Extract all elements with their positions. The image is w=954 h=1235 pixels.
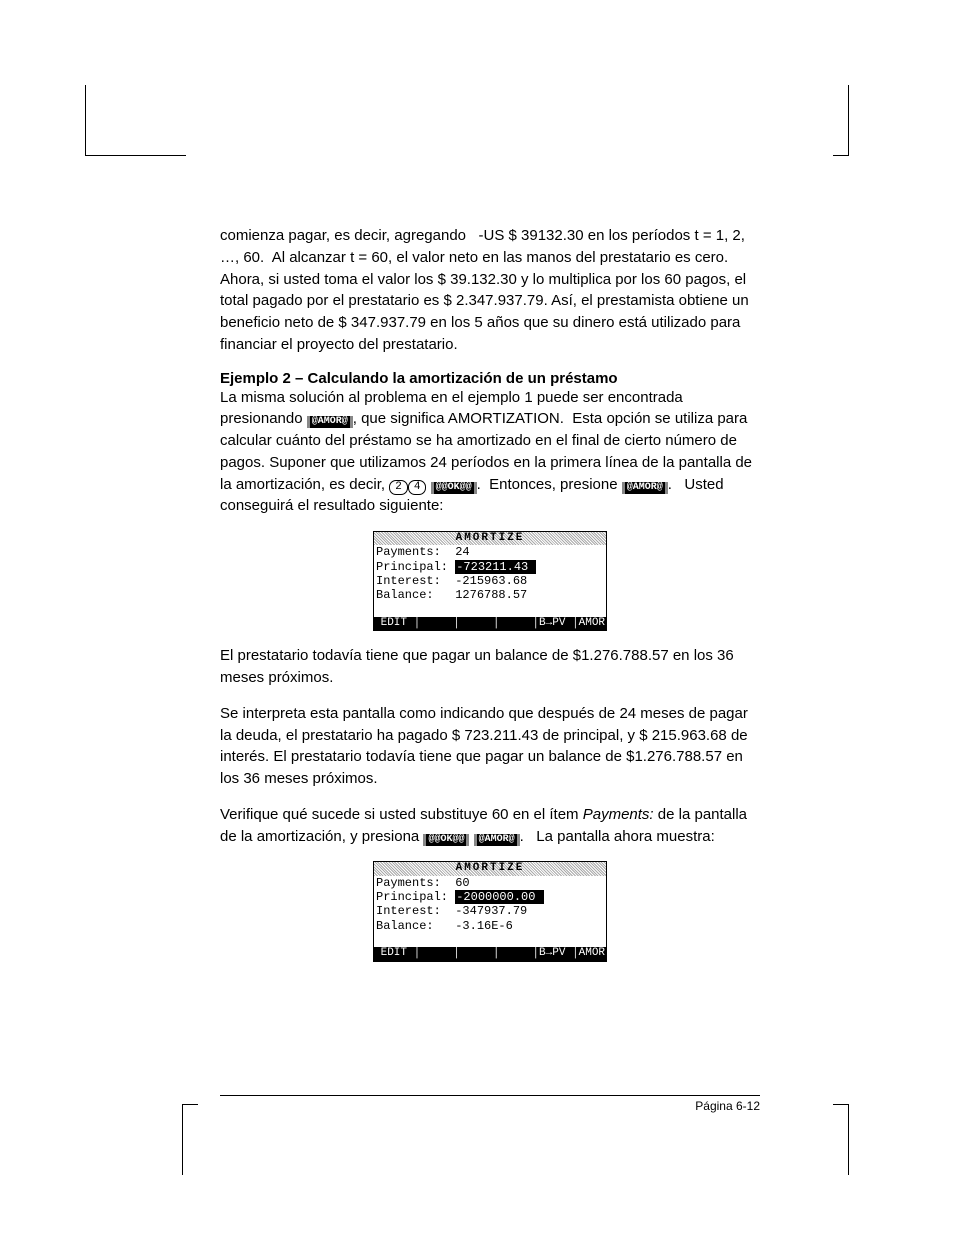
calc-screen-2-body: Payments: 60 Principal: -2000000.00 Inte…: [374, 876, 606, 948]
calc-screen-2-title: AMORTIZE: [374, 862, 606, 875]
amor-softkey-icon: @AMOR@: [307, 416, 353, 428]
calc-row: Payments: 60: [376, 876, 604, 890]
calc-row: Principal: -723211.43: [376, 560, 604, 574]
calc-label: Balance:: [376, 588, 455, 602]
calc-row: Payments: 24: [376, 545, 604, 559]
paragraph-intro: comienza pagar, es decir, agregando -US …: [220, 225, 760, 356]
crop-mark-top-right: [833, 85, 849, 156]
example-2-heading: Ejemplo 2 – Calculando la amortización d…: [220, 370, 760, 387]
calc-label: Balance:: [376, 919, 455, 933]
calc-label: Payments:: [376, 876, 455, 890]
calc-value: 24: [455, 545, 469, 559]
paragraph-example-2: La misma solución al problema en el ejem…: [220, 387, 760, 518]
ok-softkey-icon: @@OK@@: [423, 834, 469, 846]
payments-field-name: Payments:: [583, 806, 654, 823]
calc-row: Principal: -2000000.00: [376, 890, 604, 904]
calc-row: Balance: 1276788.57: [376, 588, 604, 602]
calc-screen-2-footer: EDIT │ │ │ │B→PV │AMOR: [374, 947, 606, 960]
calc-screen-1-title: AMORTIZE: [374, 532, 606, 545]
paragraph-verify: Verifique qué sucede si usted substituye…: [220, 804, 760, 848]
calc-value: -347937.79: [455, 904, 527, 918]
p5-text-a: Verifique qué sucede si usted substituye…: [220, 806, 583, 823]
crop-mark-bottom-left: [182, 1104, 198, 1175]
crop-mark-bottom-right: [833, 1104, 849, 1175]
key-4-icon: 4: [408, 480, 427, 495]
calc-value: -215963.68: [455, 574, 527, 588]
amor-softkey-icon: @AMOR@: [622, 482, 668, 494]
calc-value: 1276788.57: [455, 588, 527, 602]
calc-label: Principal:: [376, 560, 455, 574]
calc-screen-1-body: Payments: 24 Principal: -723211.43 Inter…: [374, 545, 606, 617]
page-footer: Página 6-12: [220, 1095, 760, 1113]
calc-label: Payments:: [376, 545, 455, 559]
calc-value: 60: [455, 876, 469, 890]
calc-screen-2: AMORTIZE Payments: 60 Principal: -200000…: [373, 861, 607, 961]
paragraph-interpretation: Se interpreta esta pantalla como indican…: [220, 703, 760, 790]
calc-row: Interest: -215963.68: [376, 574, 604, 588]
calc-value-highlighted: -723211.43: [455, 560, 536, 574]
calc-screen-1-wrap: AMORTIZE Payments: 24 Principal: -723211…: [220, 531, 760, 631]
calc-row: Balance: -3.16E-6: [376, 919, 604, 933]
p5-text-c: . La pantalla ahora muestra:: [520, 828, 715, 845]
calc-label: Interest:: [376, 574, 455, 588]
page-number: Página 6-12: [695, 1099, 760, 1113]
calc-label: Principal:: [376, 890, 455, 904]
calc-label: Interest:: [376, 904, 455, 918]
calc-screen-2-wrap: AMORTIZE Payments: 60 Principal: -200000…: [220, 861, 760, 961]
paragraph-balance-1: El prestatario todavía tiene que pagar u…: [220, 645, 760, 689]
calc-value-highlighted: -2000000.00: [455, 890, 543, 904]
key-2-icon: 2: [389, 480, 408, 495]
calc-value: -3.16E-6: [455, 919, 513, 933]
calc-screen-1: AMORTIZE Payments: 24 Principal: -723211…: [373, 531, 607, 631]
amor-softkey-icon: @AMOR@: [474, 834, 520, 846]
calc-screen-1-footer: EDIT │ │ │ │B→PV │AMOR: [374, 617, 606, 630]
page-content: comienza pagar, es decir, agregando -US …: [220, 225, 760, 976]
crop-mark-top-left: [85, 85, 186, 156]
p2-text-c: . Entonces, presione: [477, 476, 622, 493]
calc-row: Interest: -347937.79: [376, 904, 604, 918]
ok-softkey-icon: @@OK@@: [431, 482, 477, 494]
